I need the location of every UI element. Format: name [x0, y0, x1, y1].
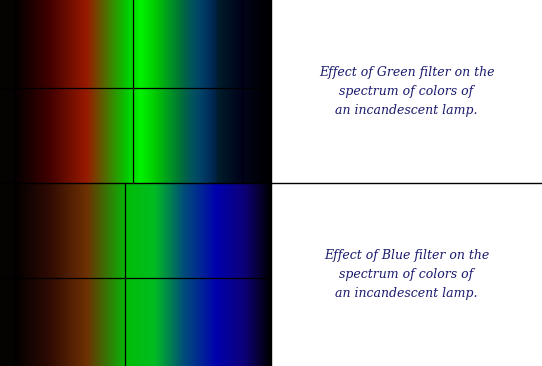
Text: Effect of Blue filter on the
spectrum of colors of
an incandescent lamp.: Effect of Blue filter on the spectrum of…: [324, 249, 489, 300]
Text: Effect of Green filter on the
spectrum of colors of
an incandescent lamp.: Effect of Green filter on the spectrum o…: [319, 66, 494, 117]
